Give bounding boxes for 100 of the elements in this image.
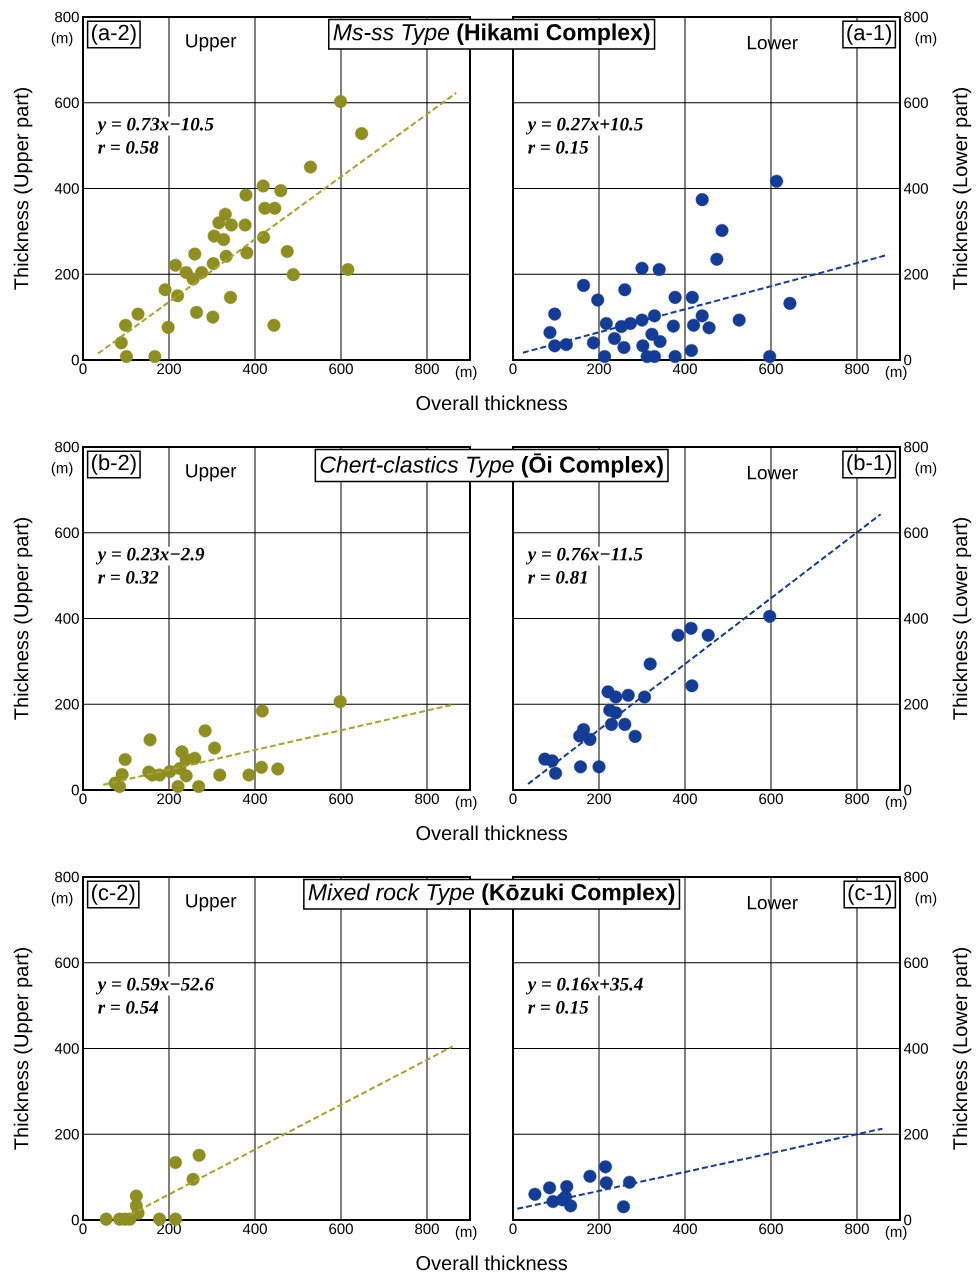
y-tick-label: 600 — [55, 527, 79, 539]
annotation: r = 0.15 — [528, 1000, 589, 1014]
x-tick-label: 400 — [242, 793, 267, 805]
x-tick-label: 600 — [329, 793, 353, 805]
x-tick-label: 800 — [845, 793, 869, 805]
y-tick-label: 200 — [904, 698, 928, 710]
y-tick-label: 0 — [904, 1214, 912, 1226]
x-tick-label: 0 — [79, 793, 87, 805]
x-axis-title: Overall thickness — [416, 1255, 568, 1271]
y-tick-label: 400 — [903, 1043, 928, 1054]
y-tick-label: 200 — [55, 1128, 79, 1140]
y-tick-label: 200 — [55, 268, 79, 280]
annotation: y = 0.73x−10.5 — [95, 117, 214, 135]
y-tick-label: 600 — [904, 957, 928, 969]
annotation: y = 0.76x−11.5 — [525, 547, 643, 565]
y-axis-title: Thickness (Lower part) — [952, 88, 972, 290]
text: (m) — [455, 1226, 477, 1241]
annotation: r = 0.81 — [528, 570, 587, 584]
x-tick-label: 800 — [415, 363, 439, 375]
text: (m) — [51, 892, 73, 907]
x-tick-label: 600 — [759, 1223, 783, 1235]
y-tick-label: 0 — [904, 354, 912, 366]
x-tick-label: 800 — [415, 793, 439, 805]
x-tick-label: 200 — [587, 363, 611, 375]
x-tick-label: 0 — [509, 1223, 517, 1235]
annotation: Upper — [186, 464, 237, 482]
annotation: Lower — [747, 466, 798, 480]
y-tick-label: 800 — [904, 11, 928, 23]
annotation: (b-1) — [847, 454, 891, 475]
y-tick-label: 400 — [903, 183, 928, 194]
annotation: r = 0.15 — [528, 140, 589, 154]
y-tick-label: 400 — [54, 183, 79, 194]
x-tick-label: 0 — [79, 1223, 87, 1235]
y-tick-label: 800 — [55, 871, 79, 883]
annotation: (b-2) — [91, 454, 136, 475]
y-tick-label: 0 — [71, 354, 79, 366]
y-tick-label: 600 — [55, 957, 79, 969]
y-tick-label: 200 — [904, 1128, 928, 1140]
x-axis-title: Overall thickness — [416, 825, 568, 841]
y-tick-label: 600 — [904, 527, 928, 539]
y-tick-label: 800 — [55, 441, 79, 453]
y-tick-label: 800 — [55, 11, 79, 23]
x-tick-label: 400 — [242, 1223, 267, 1235]
y-tick-label: 400 — [903, 613, 928, 624]
text: (m) — [51, 32, 73, 47]
annotation: Lower — [747, 36, 798, 50]
x-tick-label: 600 — [759, 363, 783, 375]
annotation: y = 0.23x−2.9 — [95, 547, 205, 565]
y-tick-label: 800 — [904, 441, 928, 453]
annotation: y = 0.27x+10.5 — [525, 117, 643, 135]
text: (m) — [885, 796, 907, 811]
chart-title: Ms-ss Type (Hikami Complex) — [333, 23, 650, 45]
annotation: (a-1) — [847, 24, 891, 45]
text: (m) — [885, 1226, 907, 1241]
y-tick-label: 800 — [904, 871, 928, 883]
y-axis-title: Thickness (Upper part) — [13, 948, 33, 1150]
annotation: r = 0.54 — [98, 1000, 159, 1014]
text: (m) — [915, 892, 937, 907]
y-tick-label: 0 — [71, 784, 79, 796]
annotation: (c-2) — [91, 884, 135, 905]
x-tick-label: 0 — [509, 793, 517, 805]
text: (m) — [915, 32, 937, 47]
text: (m) — [915, 462, 937, 477]
x-axis-title: Overall thickness — [416, 395, 568, 411]
y-axis-title: Thickness (Upper part) — [13, 88, 33, 290]
x-tick-label: 800 — [845, 363, 869, 375]
y-axis-title: Thickness (Upper part) — [13, 518, 33, 720]
x-tick-label: 600 — [329, 1223, 353, 1235]
annotation: Upper — [186, 894, 237, 912]
y-tick-label: 0 — [904, 784, 912, 796]
x-tick-label: 600 — [759, 793, 783, 805]
text: (m) — [455, 366, 477, 381]
text: (m) — [51, 462, 73, 477]
annotation: Lower — [747, 896, 798, 910]
x-tick-label: 800 — [415, 1223, 439, 1235]
x-tick-label: 0 — [509, 363, 517, 375]
y-tick-label: 400 — [54, 613, 79, 624]
x-tick-label: 200 — [157, 793, 181, 805]
chart-title: Mixed rock Type (Kōzuki Complex) — [308, 883, 675, 905]
y-tick-label: 0 — [71, 1214, 79, 1226]
chart-title: Chert-clastics Type (Ōi Complex) — [320, 453, 663, 478]
x-tick-label: 400 — [672, 1223, 697, 1235]
annotation: (a-2) — [91, 24, 136, 45]
y-tick-label: 400 — [54, 1043, 79, 1054]
x-tick-label: 400 — [242, 363, 267, 375]
x-tick-label: 400 — [672, 793, 697, 805]
y-axis-title: Thickness (Lower part) — [952, 948, 972, 1150]
text: (m) — [455, 796, 477, 811]
y-tick-label: 600 — [904, 97, 928, 109]
annotation: r = 0.32 — [98, 570, 159, 584]
y-tick-label: 600 — [55, 97, 79, 109]
y-tick-label: 200 — [55, 698, 79, 710]
y-tick-label: 200 — [904, 268, 928, 280]
y-axis-title: Thickness (Lower part) — [952, 518, 972, 720]
x-tick-label: 400 — [672, 363, 697, 375]
x-tick-label: 200 — [587, 793, 611, 805]
annotation: Upper — [186, 34, 237, 52]
x-tick-label: 200 — [157, 363, 181, 375]
x-tick-label: 0 — [79, 363, 87, 375]
annotation: y = 0.16x+35.4 — [525, 977, 643, 995]
